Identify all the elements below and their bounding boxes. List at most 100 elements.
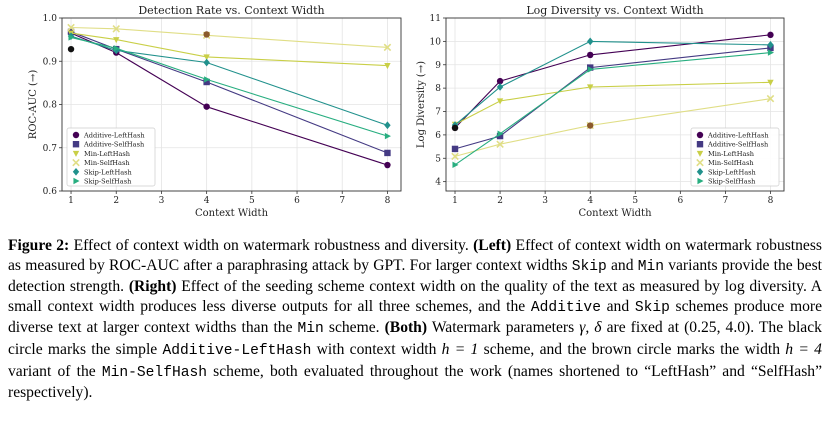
x-tick-label: 3	[542, 196, 548, 206]
x-tick-label: 4	[587, 196, 593, 206]
caption-code: Additive	[530, 299, 601, 316]
y-tick-label: 0.9	[43, 57, 58, 67]
data-point	[767, 41, 774, 49]
y-tick-label: 9	[435, 61, 441, 71]
data-point	[496, 140, 504, 149]
data-point	[767, 79, 774, 86]
plot-frame	[445, 17, 785, 192]
legend: Additive-LeftHashAdditive-SelfHashMin-Le…	[66, 127, 156, 187]
data-point	[496, 98, 504, 105]
data-point	[203, 58, 210, 67]
caption-math: h = 1	[441, 340, 479, 358]
legend-label: Min-LeftHash	[84, 150, 131, 158]
legend-marker	[696, 131, 704, 139]
data-point	[496, 77, 504, 85]
data-point	[766, 94, 775, 103]
legend-marker	[696, 167, 704, 176]
chart-title: Detection Rate vs. Context Width	[138, 4, 324, 17]
caption-text: Effect of context width on watermark rob…	[8, 237, 822, 274]
data-point	[383, 43, 392, 52]
series-line	[454, 40, 771, 126]
x-tick-label: 5	[249, 196, 255, 206]
data-point	[452, 161, 459, 169]
caption-text: scheme.	[323, 319, 385, 337]
caption-text: variant of the	[8, 362, 102, 380]
data-point	[587, 66, 594, 73]
data-point	[203, 103, 210, 110]
series-line	[454, 52, 771, 166]
series-line	[70, 31, 388, 154]
data-point	[204, 76, 211, 83]
x-tick-label: 7	[339, 196, 345, 206]
x-tick-label: 1	[452, 196, 458, 206]
legend-box	[66, 127, 156, 187]
data-point	[587, 84, 594, 91]
y-tick-label: 8	[435, 84, 441, 94]
data-point	[113, 37, 120, 44]
data-point	[384, 132, 391, 140]
legend-label: Additive-SelfHash	[83, 141, 145, 149]
series-line	[454, 98, 771, 157]
legend-box	[690, 127, 780, 187]
highlight-marker	[67, 45, 75, 53]
y-tick-label: 4	[435, 178, 441, 188]
caption-code: Min	[297, 321, 324, 338]
data-point	[767, 49, 774, 56]
y-tick-label: 6	[435, 131, 441, 141]
data-point	[587, 64, 594, 71]
caption-text: . The black circle marks the simple	[8, 319, 822, 358]
chart-canvas: 1 2 3 4 5 6 7 8 0.6 0.7 0.8 0.9 1.0 Detection Rate vs…	[28, 4, 785, 219]
x-tick-label: 5	[632, 196, 638, 206]
caption-math: (0.25, 4.0)	[684, 319, 751, 337]
x-tick-label: 2	[113, 196, 119, 206]
y-tick-label: 10	[430, 37, 442, 47]
legend-label: Additive-SelfHash	[707, 141, 769, 149]
caption-code: Skip	[571, 258, 607, 275]
data-point	[203, 78, 210, 86]
legend-label: Additive-LeftHash	[83, 132, 145, 140]
caption-text: schemes produce more diverse text at lar…	[8, 297, 822, 337]
caption-code: Min	[637, 258, 664, 275]
caption-right-label: (Right)	[128, 278, 177, 296]
y-tick-label: 0.6	[43, 187, 58, 197]
caption-both-label: (Both)	[384, 319, 428, 337]
legend-marker	[72, 131, 80, 139]
figure-caption: Figure 2: Effect of context width on wat…	[8, 236, 822, 403]
legend-marker	[72, 167, 80, 176]
data-point	[67, 23, 75, 32]
caption-text: Watermark parameters	[427, 319, 580, 337]
series-line	[70, 36, 388, 137]
caption-math: γ, δ	[579, 319, 602, 337]
legend-marker	[697, 177, 704, 185]
y-tick-label: 1.0	[43, 14, 58, 24]
legend-label: Skip-LeftHash	[708, 168, 757, 176]
caption-text: Effect of context width on watermark rob…	[69, 237, 474, 254]
legend: Additive-LeftHashAdditive-SelfHashMin-Le…	[690, 127, 780, 187]
caption-figure-label: Figure 2:	[8, 237, 70, 254]
series-line	[70, 32, 388, 67]
x-axis-label: Context Width	[195, 208, 269, 219]
y-tick-label: 0.8	[43, 101, 58, 111]
x-tick-label: 7	[723, 196, 729, 206]
data-point	[767, 31, 774, 39]
legend-marker	[696, 158, 704, 167]
caption-code: Min-SelfHash	[101, 364, 207, 381]
y-tick-label: 11	[430, 14, 441, 24]
x-axis-label: Context Width	[578, 208, 652, 219]
data-point	[451, 152, 459, 161]
legend-marker	[696, 150, 704, 157]
data-point	[497, 130, 504, 137]
y-tick-label: 7	[435, 108, 441, 118]
y-tick-label: 5	[435, 154, 441, 164]
caption-text: and	[600, 297, 635, 315]
x-tick-label: 8	[768, 196, 774, 206]
x-tick-label: 1	[68, 196, 74, 206]
legend-label: Min-SelfHash	[84, 159, 130, 167]
caption-code: Skip	[634, 299, 670, 316]
data-point	[496, 132, 504, 140]
legend-label: Skip-SelfHash	[708, 178, 756, 186]
x-tick-label: 2	[497, 196, 503, 206]
legend-marker	[73, 177, 80, 185]
caption-text: Effect of the seeding scheme context wid…	[8, 278, 822, 315]
